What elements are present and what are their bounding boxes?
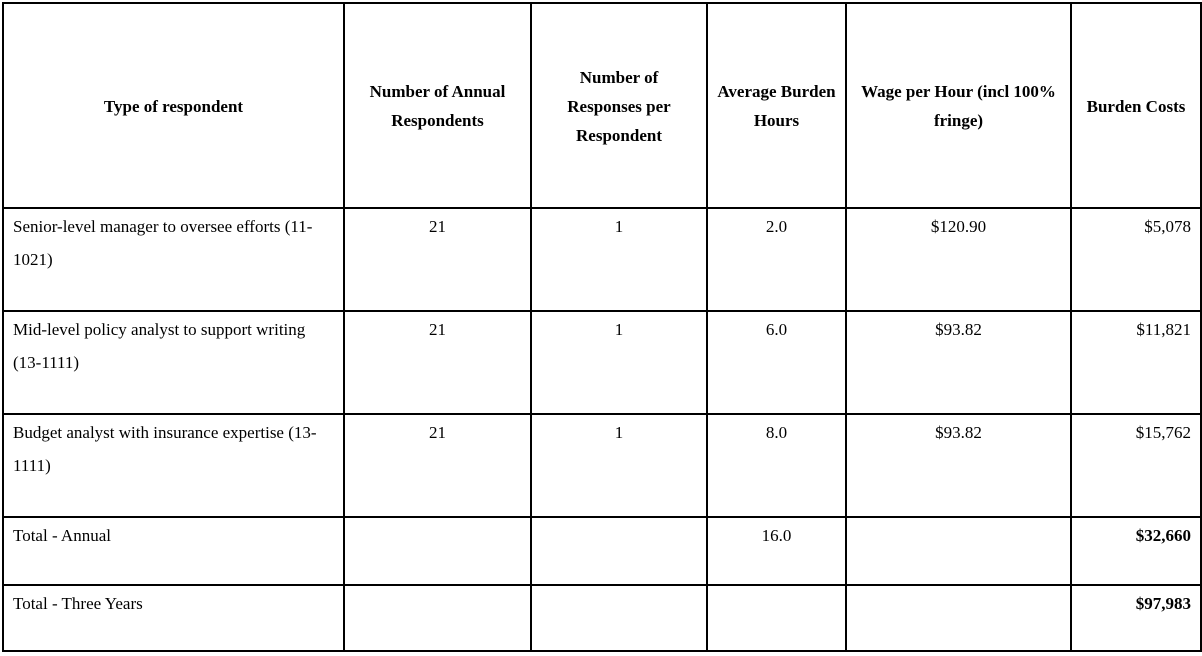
- table-row-total-annual: Total - Annual 16.0 $32,660: [2, 516, 1202, 586]
- cell-responses-per-respondent: 1: [530, 310, 708, 415]
- column-header-annual-respondents: Number of Annual Respondents: [343, 2, 532, 209]
- cell-wage-per-hour: $93.82: [845, 413, 1072, 518]
- table-row-total-three-years: Total - Three Years $97,983: [2, 584, 1202, 652]
- cell-annual-respondents: [343, 516, 532, 586]
- table-row-budget-analyst: Budget analyst with insurance expertise …: [2, 413, 1202, 518]
- cell-burden-costs: $15,762: [1070, 413, 1202, 518]
- cell-annual-respondents: 21: [343, 413, 532, 518]
- table-row-mid-level-policy-analyst: Mid-level policy analyst to support writ…: [2, 310, 1202, 415]
- cell-wage-per-hour: $93.82: [845, 310, 1072, 415]
- table-row-senior-level-manager: Senior-level manager to oversee efforts …: [2, 207, 1202, 312]
- cell-burden-costs: $11,821: [1070, 310, 1202, 415]
- column-header-average-burden-hours: Average Burden Hours: [706, 2, 847, 209]
- cell-type-of-respondent: Total - Annual: [2, 516, 345, 586]
- cell-wage-per-hour: $120.90: [845, 207, 1072, 312]
- column-header-wage-per-hour: Wage per Hour (incl 100% fringe): [845, 2, 1072, 209]
- cell-average-burden-hours: 2.0: [706, 207, 847, 312]
- header-row: Type of respondent Number of Annual Resp…: [2, 2, 1202, 209]
- cell-burden-costs: $5,078: [1070, 207, 1202, 312]
- cell-responses-per-respondent: [530, 584, 708, 652]
- cell-responses-per-respondent: [530, 516, 708, 586]
- column-header-burden-costs: Burden Costs: [1070, 2, 1202, 209]
- cell-average-burden-hours: 6.0: [706, 310, 847, 415]
- cell-type-of-respondent: Budget analyst with insurance expertise …: [2, 413, 345, 518]
- cell-average-burden-hours: [706, 584, 847, 652]
- cell-responses-per-respondent: 1: [530, 207, 708, 312]
- cell-type-of-respondent: Mid-level policy analyst to support writ…: [2, 310, 345, 415]
- cell-annual-respondents: [343, 584, 532, 652]
- column-header-type-of-respondent: Type of respondent: [2, 2, 345, 209]
- cell-average-burden-hours: 16.0: [706, 516, 847, 586]
- cell-burden-costs-total-annual: $32,660: [1070, 516, 1202, 586]
- cell-type-of-respondent: Total - Three Years: [2, 584, 345, 652]
- cell-wage-per-hour: [845, 584, 1072, 652]
- cell-responses-per-respondent: 1: [530, 413, 708, 518]
- cell-average-burden-hours: 8.0: [706, 413, 847, 518]
- cell-burden-costs-total-three-years: $97,983: [1070, 584, 1202, 652]
- cell-wage-per-hour: [845, 516, 1072, 586]
- cell-type-of-respondent: Senior-level manager to oversee efforts …: [2, 207, 345, 312]
- cell-annual-respondents: 21: [343, 310, 532, 415]
- cell-annual-respondents: 21: [343, 207, 532, 312]
- column-header-responses-per-respondent: Number of Responses per Respondent: [530, 2, 708, 209]
